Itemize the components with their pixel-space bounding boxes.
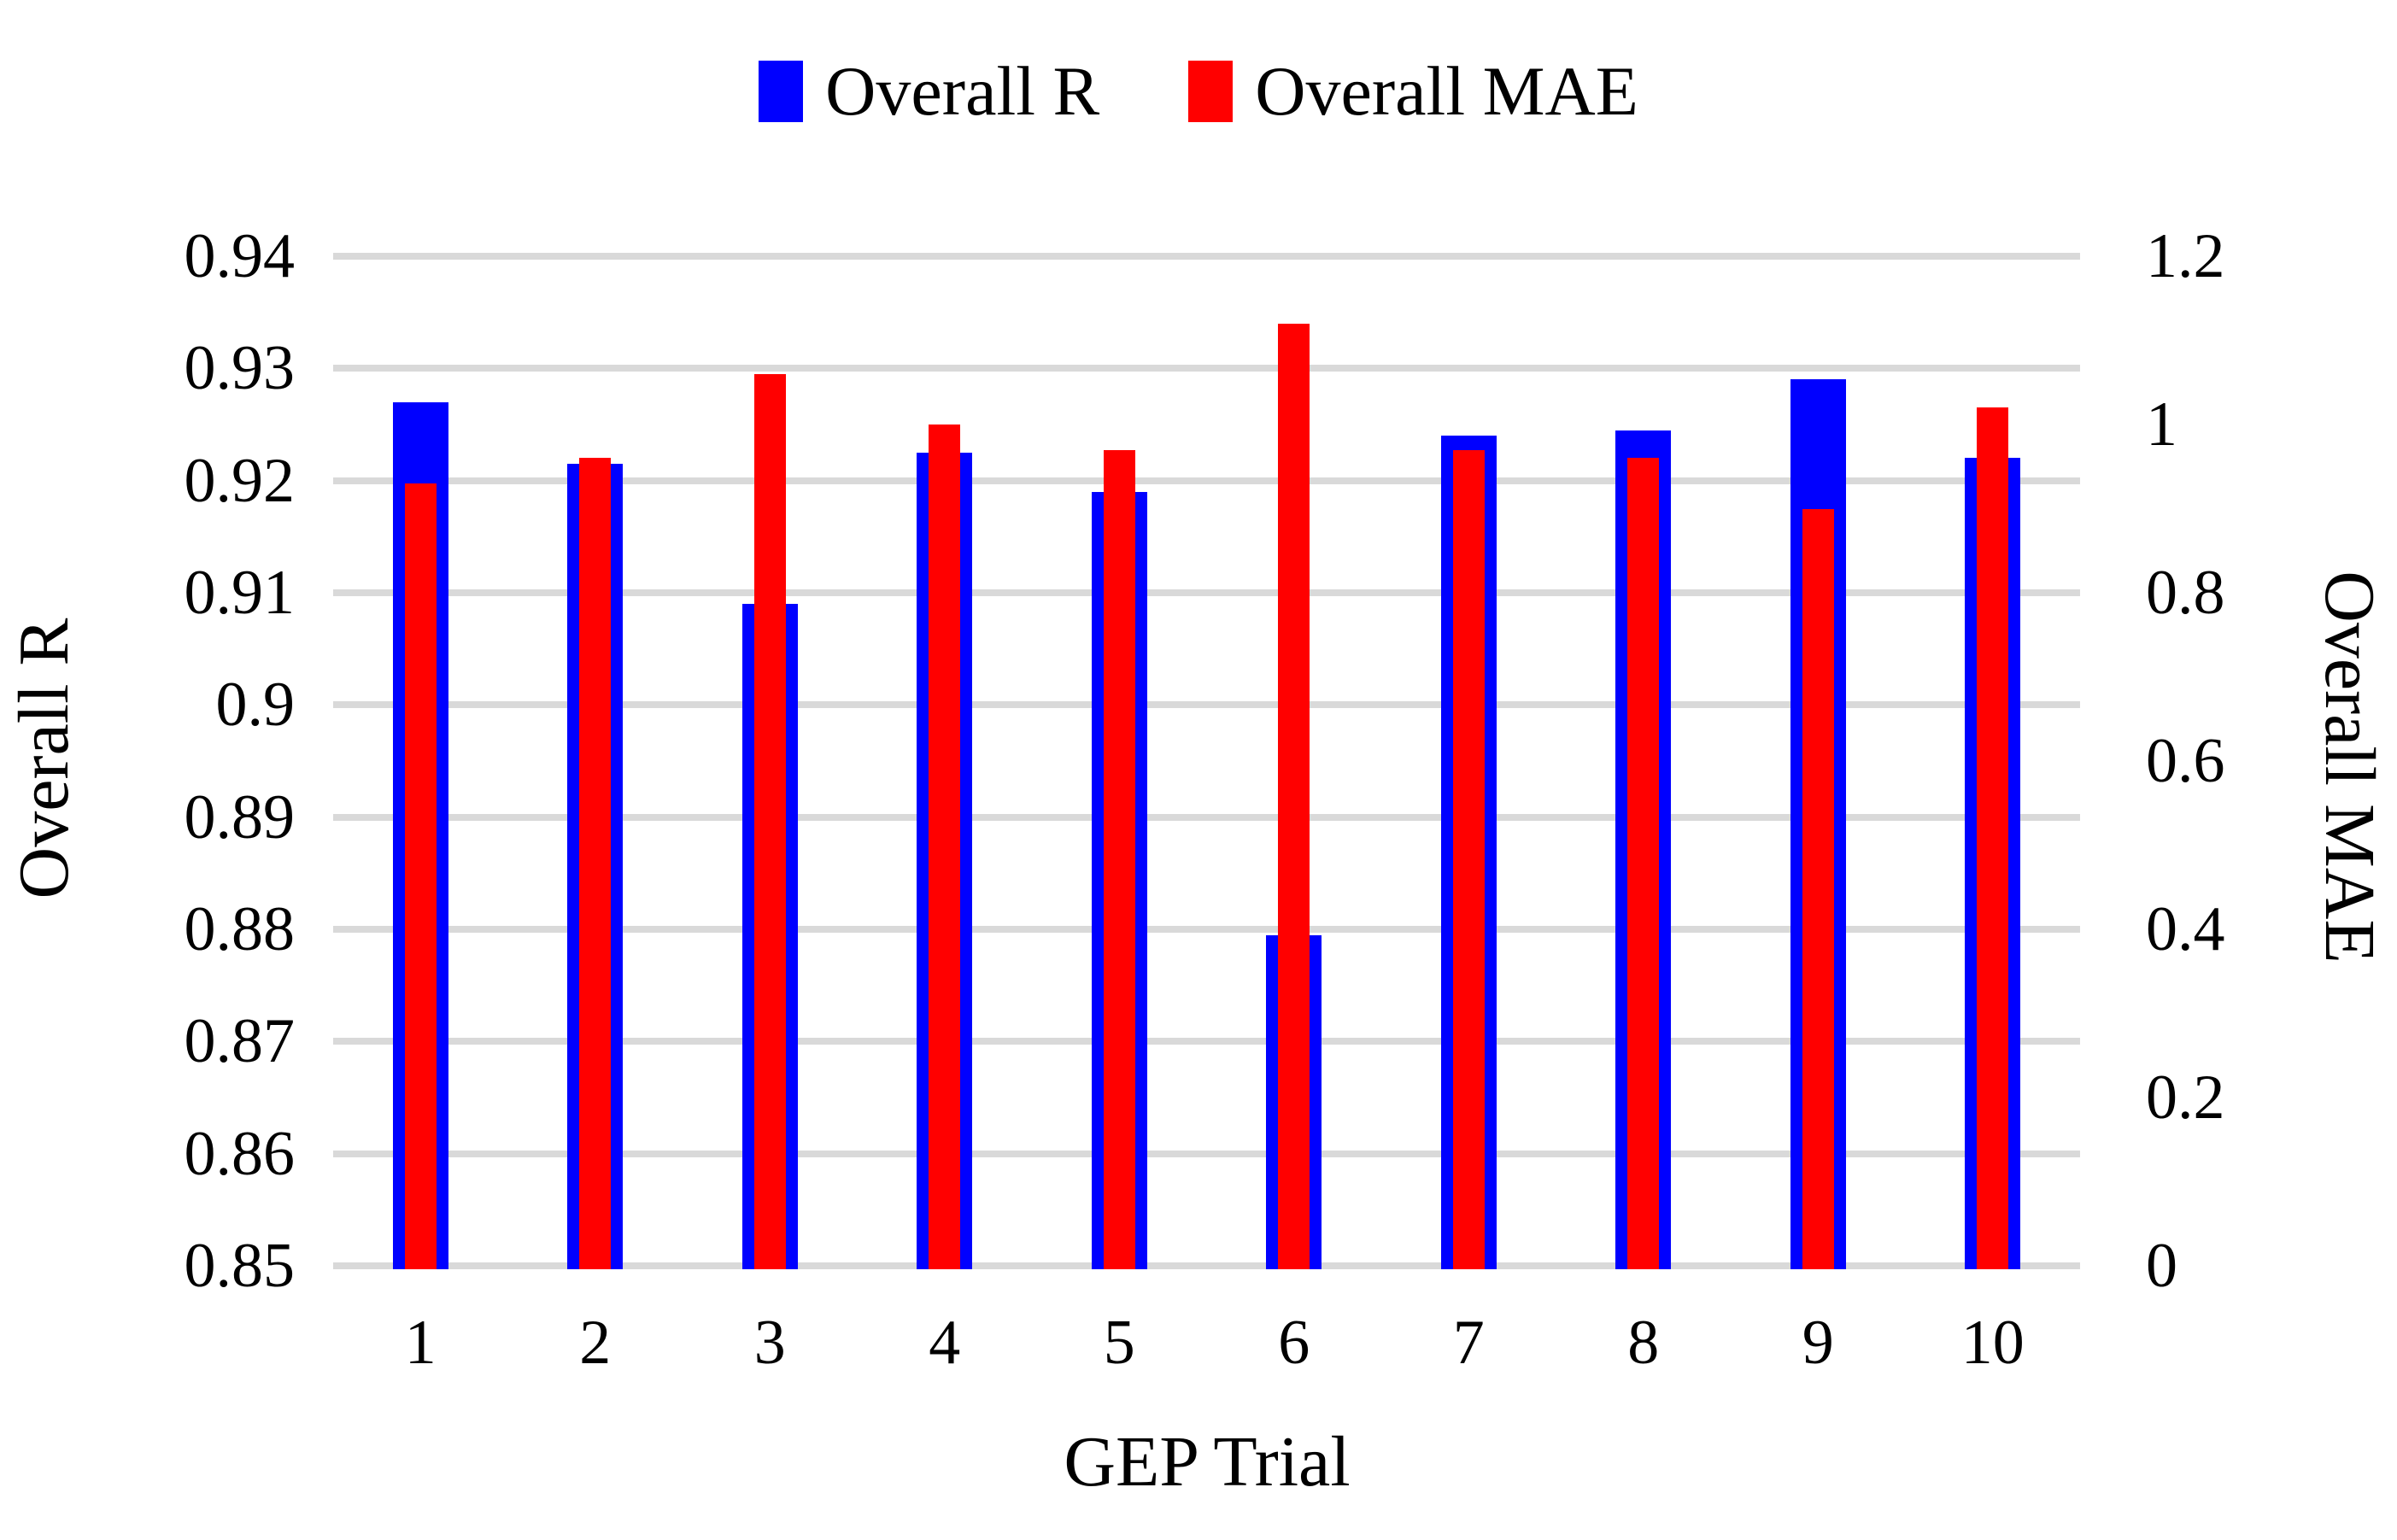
- gridline-0.91: [333, 589, 2080, 596]
- y-tick-right-0.4: 0.4: [2146, 894, 2225, 964]
- legend-label-overall-mae: Overall MAE: [1255, 52, 1638, 130]
- x-tick-2: 2: [579, 1308, 612, 1378]
- x-tick-8: 8: [1627, 1308, 1660, 1378]
- legend-item-overall-mae: Overall MAE: [1188, 56, 1638, 126]
- y-tick-left-0.86: 0.86: [184, 1118, 296, 1189]
- gridline-0.88: [333, 926, 2080, 933]
- gridline-0.85: [333, 1262, 2080, 1269]
- x-tick-7: 7: [1452, 1308, 1485, 1378]
- legend-label-overall-r: Overall R: [825, 52, 1100, 130]
- bar-overall-mae-trial-7: [1452, 449, 1485, 1269]
- bar-overall-mae-trial-6: [1278, 323, 1310, 1269]
- bar-overall-mae-trial-2: [579, 458, 612, 1269]
- gridline-0.94: [333, 253, 2080, 260]
- y-tick-right-0.6: 0.6: [2146, 726, 2225, 796]
- y-tick-left-0.9: 0.9: [215, 670, 296, 741]
- x-tick-6: 6: [1278, 1308, 1310, 1378]
- gridline-0.87: [333, 1038, 2080, 1045]
- y-tick-left-0.85: 0.85: [184, 1231, 296, 1301]
- bar-overall-mae-trial-1: [404, 483, 437, 1269]
- y-tick-left-0.91: 0.91: [184, 558, 296, 628]
- y-tick-left-0.92: 0.92: [184, 445, 296, 516]
- y-tick-left-0.88: 0.88: [184, 894, 296, 964]
- bar-overall-mae-trial-5: [1103, 449, 1135, 1269]
- x-tick-4: 4: [929, 1308, 961, 1378]
- y-tick-right-1.2: 1.2: [2146, 221, 2225, 291]
- x-tick-10: 10: [1960, 1308, 2025, 1378]
- bar-overall-mae-trial-9: [1802, 508, 1834, 1269]
- y-tick-right-0.8: 0.8: [2146, 558, 2225, 628]
- bar-overall-mae-trial-10: [1977, 407, 2009, 1269]
- y-tick-left-0.94: 0.94: [184, 221, 296, 291]
- x-tick-1: 1: [404, 1308, 437, 1378]
- x-tick-9: 9: [1802, 1308, 1834, 1378]
- y-tick-right-1: 1: [2146, 389, 2177, 460]
- bar-overall-mae-trial-8: [1627, 458, 1660, 1269]
- x-tick-5: 5: [1103, 1308, 1135, 1378]
- x-tick-3: 3: [753, 1308, 786, 1378]
- x-axis-title: GEP Trial: [1064, 1422, 1351, 1502]
- gridline-0.92: [333, 477, 2080, 484]
- legend-item-overall-r: Overall R: [759, 56, 1099, 126]
- gridline-0.93: [333, 365, 2080, 372]
- y-axis-title-left: Overall R: [4, 618, 84, 899]
- gridline-0.86: [333, 1150, 2080, 1157]
- y-tick-left-0.87: 0.87: [184, 1006, 296, 1077]
- y-tick-left-0.93: 0.93: [184, 333, 296, 404]
- legend-swatch-overall-r: [759, 61, 804, 122]
- y-tick-right-0: 0: [2146, 1231, 2177, 1301]
- legend-swatch-overall-mae: [1188, 61, 1234, 122]
- bar-overall-mae-trial-4: [929, 425, 961, 1269]
- gridline-0.9: [333, 701, 2080, 709]
- y-tick-right-0.2: 0.2: [2146, 1063, 2225, 1133]
- gridline-0.89: [333, 813, 2080, 821]
- legend: Overall R Overall MAE: [0, 56, 2397, 126]
- y-tick-left-0.89: 0.89: [184, 782, 296, 852]
- bar-overall-mae-trial-3: [753, 373, 786, 1269]
